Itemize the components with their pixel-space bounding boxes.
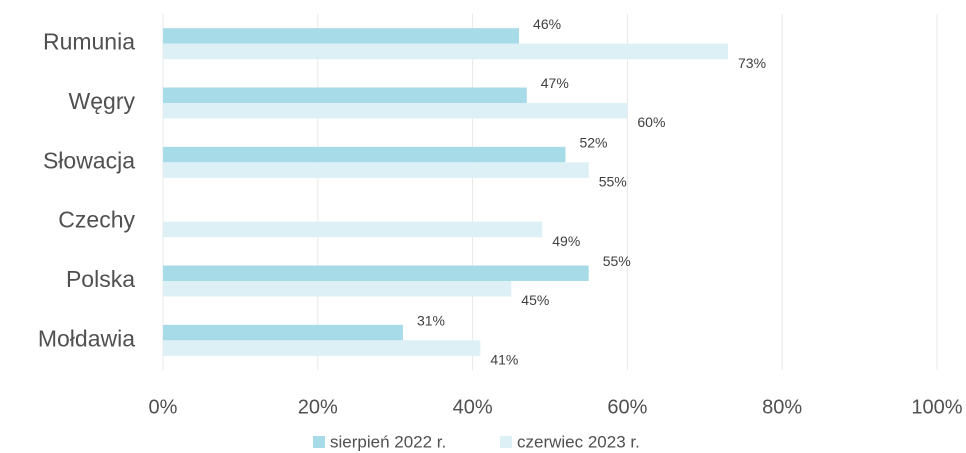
bar: [163, 281, 512, 297]
category-label: Czechy: [58, 207, 135, 233]
x-tick-label: 40%: [453, 396, 493, 418]
bar: [163, 87, 527, 103]
legend-swatch: [500, 436, 512, 448]
value-label: 60%: [637, 114, 665, 130]
bar: [163, 103, 628, 119]
category-label: Polska: [66, 266, 135, 292]
bar: [163, 324, 403, 341]
value-label: 46%: [533, 16, 561, 32]
value-label: 73%: [738, 55, 766, 71]
bar: [163, 221, 543, 238]
bar: [163, 265, 589, 281]
x-tick-label: 60%: [607, 396, 647, 418]
value-label: 41%: [490, 352, 518, 368]
legend-swatch: [313, 436, 325, 448]
bar: [163, 146, 566, 163]
category-label: Słowacja: [43, 147, 135, 173]
value-label: 47%: [541, 75, 569, 91]
category-label: Rumunia: [43, 29, 135, 55]
value-label: 55%: [599, 174, 627, 190]
x-tick-label: 80%: [762, 396, 802, 418]
value-label: 55%: [603, 253, 631, 269]
value-label: 52%: [579, 135, 607, 151]
legend-label: czerwiec 2023 r.: [517, 432, 640, 451]
value-label: 31%: [417, 313, 445, 329]
bar: [163, 43, 729, 60]
x-tick-label: 100%: [911, 396, 962, 418]
x-tick-label: 0%: [149, 396, 178, 418]
bar: [163, 28, 520, 44]
category-label: Węgry: [69, 88, 136, 114]
category-label: Mołdawia: [38, 325, 135, 351]
bar: [163, 340, 481, 356]
bar: [163, 162, 589, 178]
x-tick-label: 20%: [298, 396, 338, 418]
value-label: 45%: [521, 292, 549, 308]
legend-label: sierpień 2022 r.: [330, 432, 446, 451]
value-label: 49%: [552, 233, 580, 249]
